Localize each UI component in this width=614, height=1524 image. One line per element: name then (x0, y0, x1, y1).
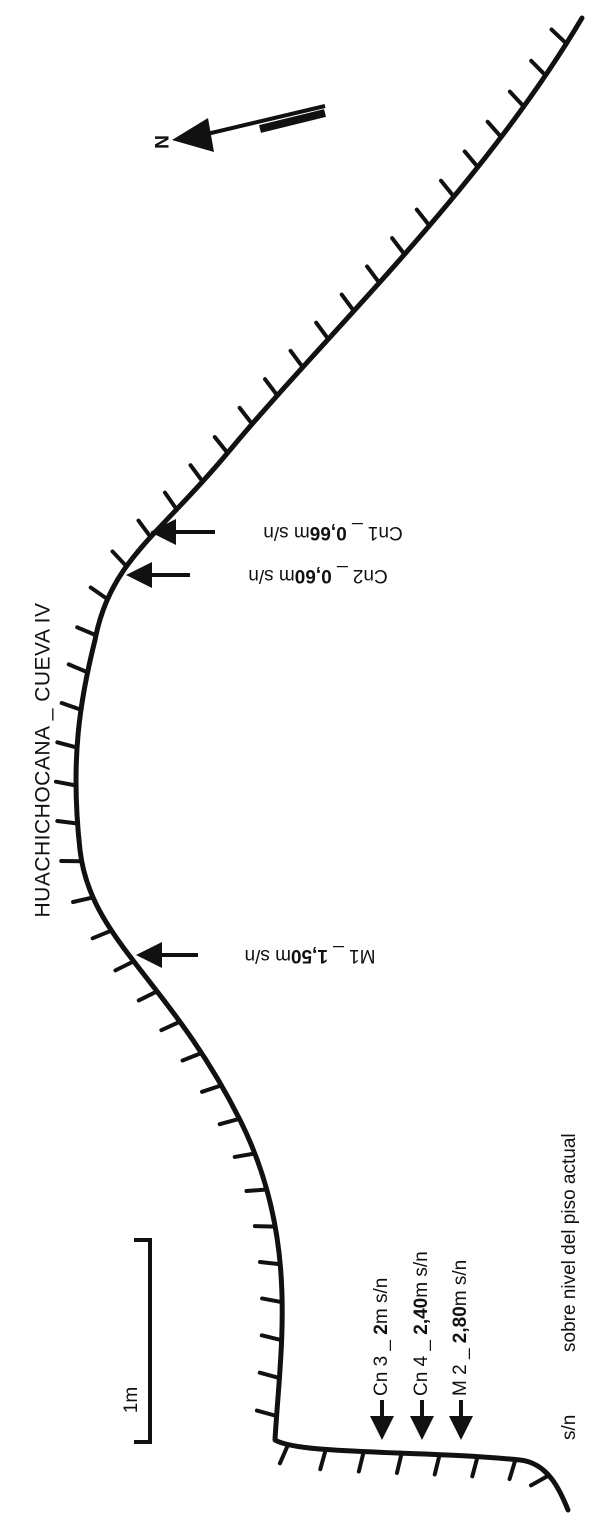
hachure-tick (259, 1333, 284, 1343)
hachure-tick (180, 1050, 204, 1063)
scale-bar-label: 1m (121, 1387, 142, 1413)
hachure-tick (529, 58, 548, 78)
hachure-tick (549, 27, 569, 46)
legend: s/n sobre nivel del piso actual (559, 1133, 580, 1440)
hachure-tick (390, 236, 407, 257)
diagram-title: HUACHICHOCANA _ CUEVA IV (32, 602, 55, 917)
hachure-tick (485, 119, 504, 140)
legend-abbr: s/n (559, 1415, 580, 1440)
hachure-tick (277, 1442, 291, 1466)
hachure-tick (414, 207, 432, 228)
hachure-tick (244, 1187, 269, 1193)
hachure-tick (75, 625, 98, 638)
hachure-tick (314, 320, 331, 342)
sample-m1: M1 _ 1,50m s/n (136, 942, 375, 968)
hachure-tick (529, 1473, 551, 1488)
hachure-tick (394, 1451, 404, 1475)
arrow-head-icon (150, 519, 176, 545)
hachure-tick (200, 1083, 224, 1094)
sample-label-cn2: Cn2 _ 0,60m s/n (248, 565, 387, 586)
sample-cn1: Cn1 _ 0,66m s/n (150, 519, 403, 545)
hachure-tick (113, 959, 136, 973)
sample-label-cn4: Cn 4 _ 2,40m s/n (411, 1251, 432, 1396)
hachure-tick (110, 549, 129, 569)
hachure-tick (432, 1452, 442, 1477)
wall-hachure-marks (53, 27, 569, 1488)
hachure-tick (288, 348, 305, 370)
arrow-head-icon (410, 1416, 434, 1440)
hachure-tick (257, 1370, 282, 1381)
hachure-tick (232, 1151, 257, 1159)
hachure-tick (59, 701, 83, 712)
hachure-tick (263, 377, 280, 398)
hachure-tick (356, 1449, 366, 1474)
sample-cn2: Cn2 _ 0,60m s/n (126, 562, 388, 588)
hachure-tick (257, 1259, 283, 1267)
hachure-tick (507, 89, 526, 109)
sample-cn4: Cn 4 _ 2,40m s/n (410, 1251, 434, 1440)
hachure-tick (217, 1116, 242, 1127)
hachure-tick (318, 1447, 328, 1472)
hachure-tick (237, 405, 255, 426)
sample-label-cn3: Cn 3 _ 2m s/n (371, 1278, 392, 1396)
hachure-tick (507, 1457, 518, 1482)
hachure-tick (188, 463, 205, 484)
sample-m2: M 2 _ 2,80m s/n (449, 1260, 473, 1440)
hachure-tick (136, 989, 160, 1003)
arrow-head-icon (449, 1416, 473, 1440)
hachure-tick (339, 292, 356, 313)
north-arrow-head-icon (172, 118, 214, 152)
scale-bar: 1m (121, 1238, 152, 1444)
hachure-tick (55, 740, 80, 750)
hachure-tick (212, 435, 230, 455)
hachure-tick (159, 1019, 182, 1033)
cave-wall-profile (73, 15, 585, 1513)
hachure-tick (260, 1296, 285, 1305)
hachure-tick (136, 518, 153, 540)
legend-text: sobre nivel del piso actual (559, 1133, 580, 1352)
north-arrow: N (150, 104, 326, 152)
hachure-tick (71, 895, 95, 905)
hachure-tick (439, 178, 456, 199)
hachure-tick (53, 779, 78, 788)
hachure-tick (365, 264, 382, 285)
hachure-tick (162, 490, 179, 512)
sample-cn3: Cn 3 _ 2m s/n (370, 1278, 394, 1440)
arrow-head-icon (126, 562, 152, 588)
hachure-tick (470, 1454, 480, 1479)
arrow-head-icon (136, 942, 162, 968)
hachure-tick (254, 1408, 279, 1419)
arrow-head-icon (370, 1416, 394, 1440)
hachure-tick (88, 585, 110, 602)
hachure-tick (55, 818, 80, 826)
sample-label-m1: M1 _ 1,50m s/n (245, 945, 376, 966)
hachure-tick (462, 149, 480, 170)
sample-label-m2: M 2 _ 2,80m s/n (450, 1260, 471, 1396)
sample-label-cn1: Cn1 _ 0,66m s/n (263, 522, 402, 543)
hachure-tick (90, 928, 114, 941)
hachure-tick (66, 662, 90, 675)
north-label: N (150, 135, 171, 149)
